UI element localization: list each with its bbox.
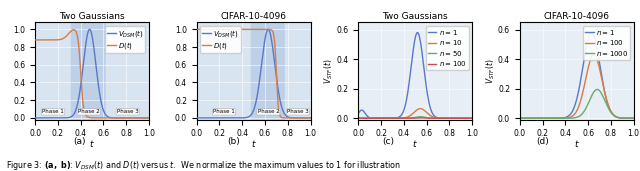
Y-axis label: $V_{STF}(t)$: $V_{STF}(t)$ xyxy=(484,58,497,84)
Text: (a): (a) xyxy=(74,137,86,147)
X-axis label: $t$: $t$ xyxy=(89,138,95,149)
Title: CIFAR-10-4096: CIFAR-10-4096 xyxy=(221,12,287,21)
Bar xyxy=(252,22,285,120)
Legend: $n=1$, $n=10$, $n=50$, $n=100$: $n=1$, $n=10$, $n=50$, $n=100$ xyxy=(426,26,468,70)
Text: (b): (b) xyxy=(227,137,240,147)
Bar xyxy=(285,22,310,120)
Text: Phase 2: Phase 2 xyxy=(78,109,100,114)
Title: Two Gaussians: Two Gaussians xyxy=(382,12,448,21)
X-axis label: $t$: $t$ xyxy=(574,138,580,149)
Bar xyxy=(71,22,106,120)
Legend: $n=1$, $n=100$, $n=1000$: $n=1$, $n=100$, $n=1000$ xyxy=(583,26,630,60)
X-axis label: $t$: $t$ xyxy=(251,138,257,149)
Title: CIFAR-10-4096: CIFAR-10-4096 xyxy=(544,12,610,21)
Text: Phase 3: Phase 3 xyxy=(287,109,309,114)
Y-axis label: $V_{STF}(t)$: $V_{STF}(t)$ xyxy=(323,58,335,84)
Title: Two Gaussians: Two Gaussians xyxy=(60,12,125,21)
Text: Phase 2: Phase 2 xyxy=(257,109,279,114)
Legend: $V_{DSM}(t)$, $D(t)$: $V_{DSM}(t)$, $D(t)$ xyxy=(200,26,241,53)
Bar xyxy=(35,22,71,120)
Bar xyxy=(106,22,149,120)
Text: Phase 1: Phase 1 xyxy=(213,109,235,114)
X-axis label: $t$: $t$ xyxy=(412,138,418,149)
Text: Figure 3: $\mathbf{(a,\ b)}$: $V_{DSM}(t)$ and $D(t)$ versus $t$.  We normalize : Figure 3: $\mathbf{(a,\ b)}$: $V_{DSM}(t… xyxy=(6,159,401,171)
Bar xyxy=(196,22,252,120)
Text: (d): (d) xyxy=(536,137,549,147)
Text: (c): (c) xyxy=(383,137,394,147)
Text: Phase 3: Phase 3 xyxy=(116,109,138,114)
Legend: $V_{DSM}(t)$, $D(t)$: $V_{DSM}(t)$, $D(t)$ xyxy=(105,26,145,53)
Text: Phase 1: Phase 1 xyxy=(42,109,64,114)
